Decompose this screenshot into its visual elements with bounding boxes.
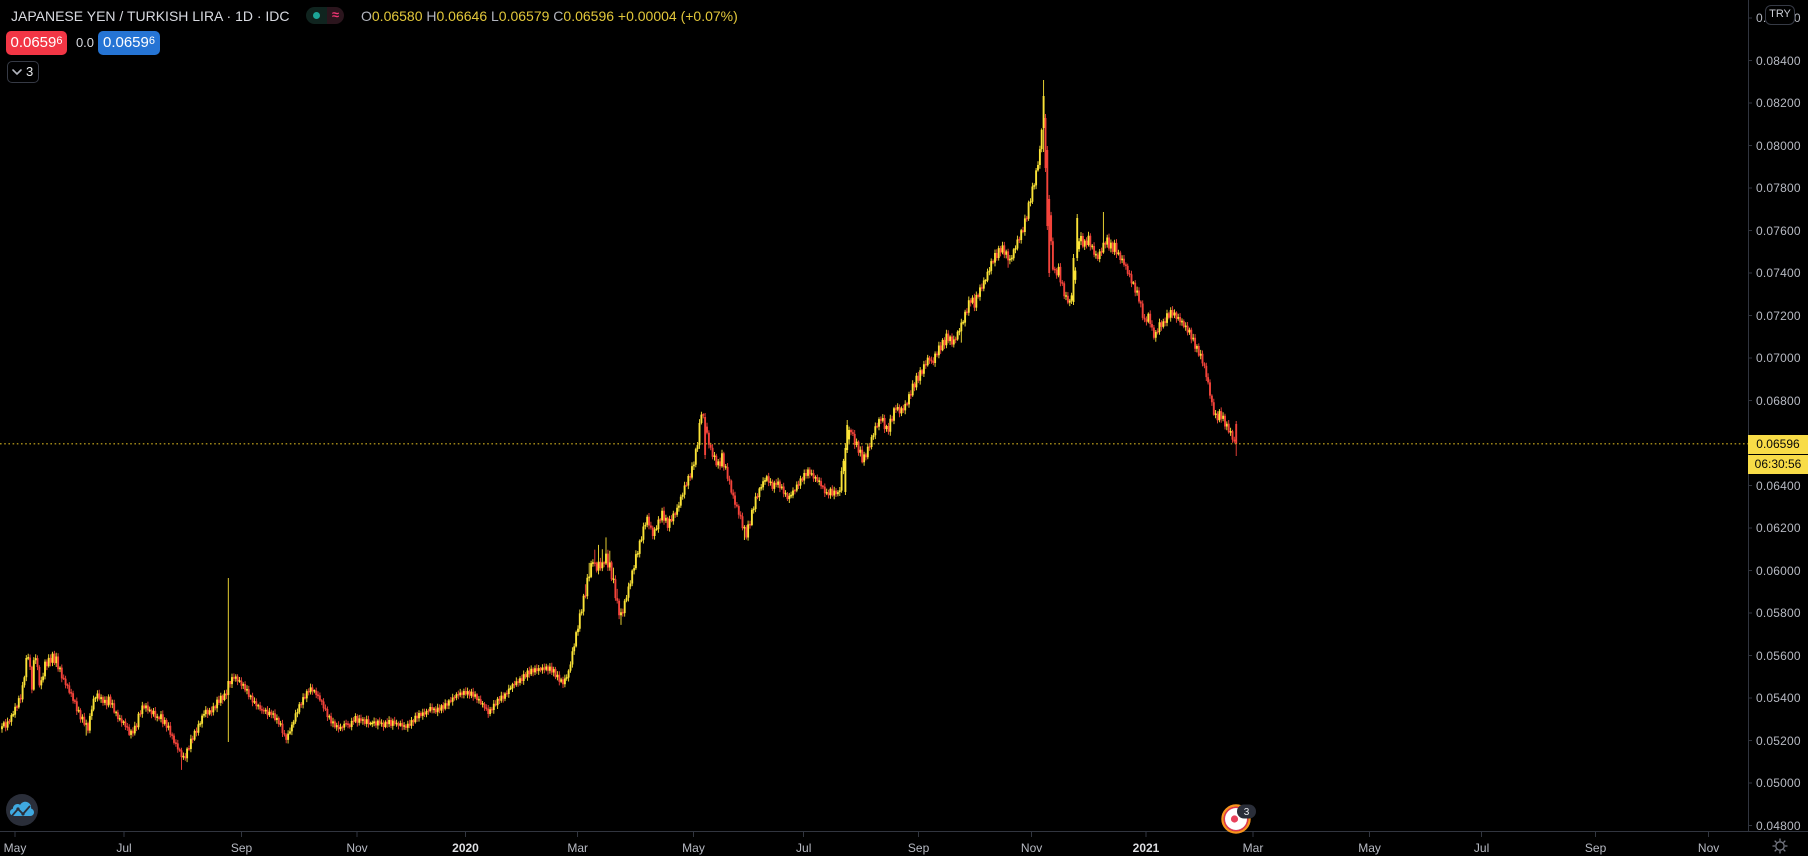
svg-text:3: 3 [1244, 807, 1250, 818]
svg-text:3: 3 [26, 64, 33, 79]
